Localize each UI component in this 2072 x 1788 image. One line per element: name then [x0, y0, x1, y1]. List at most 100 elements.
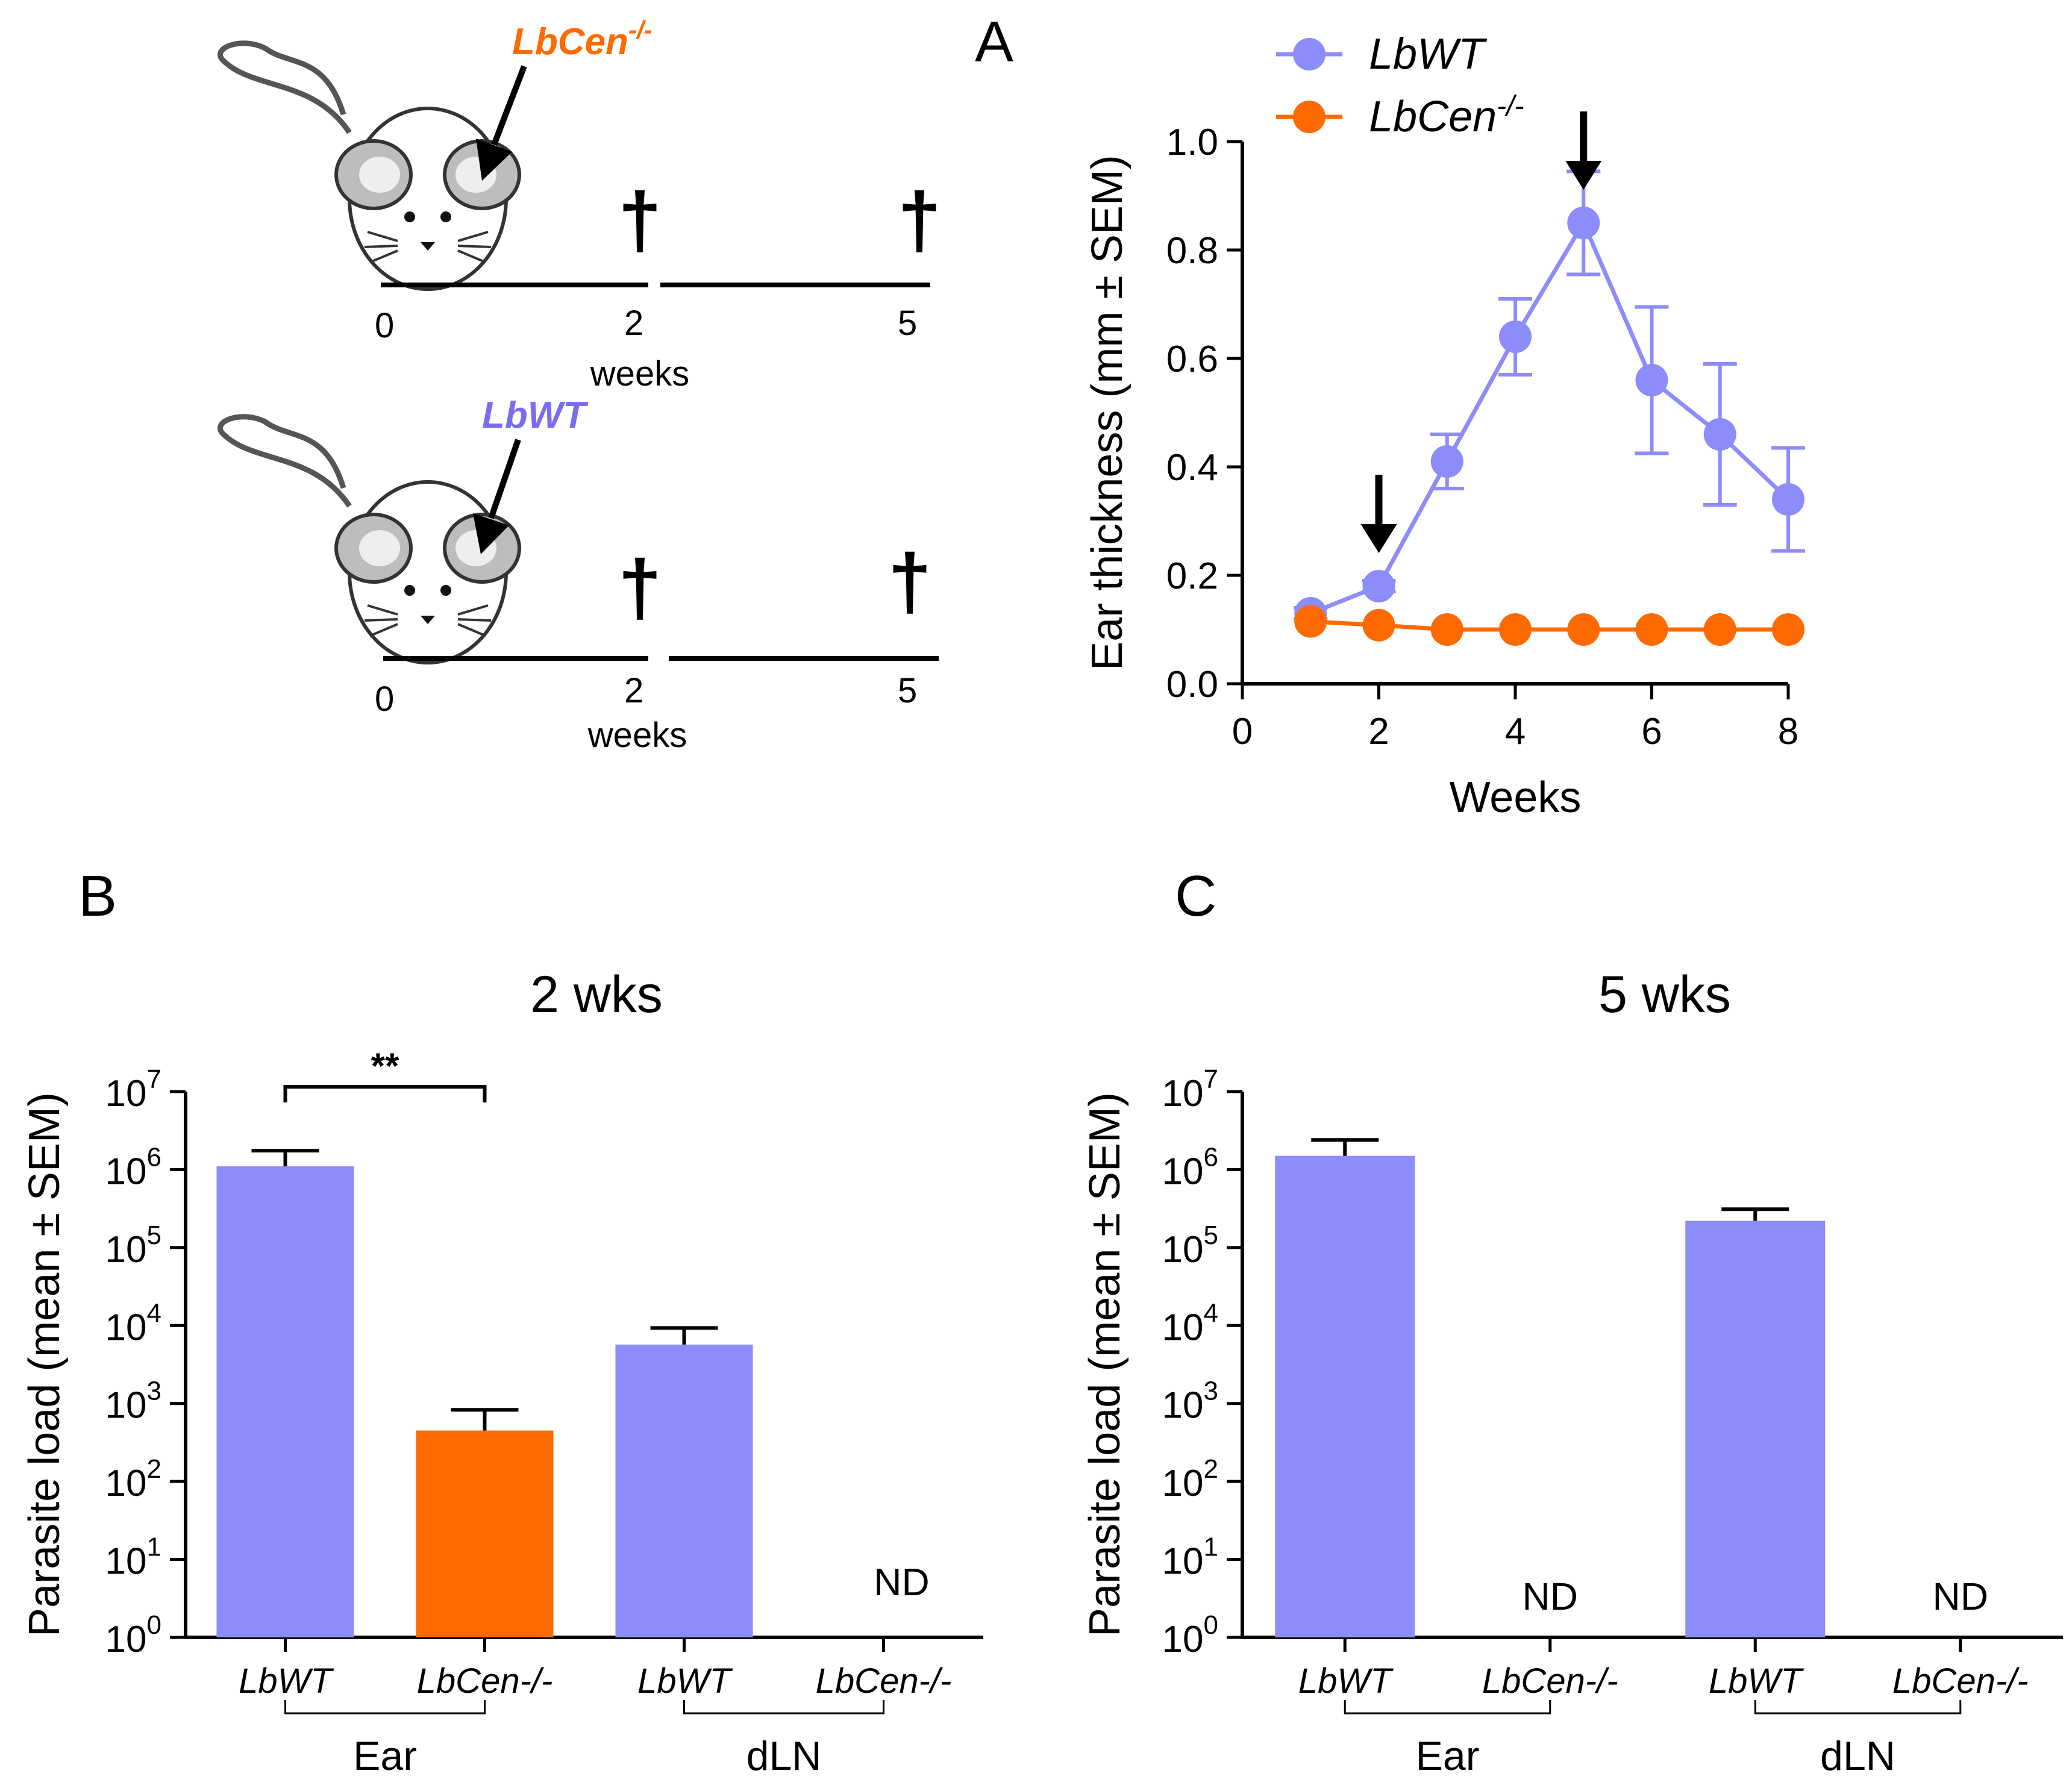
data-point [1362, 608, 1395, 642]
y-tick-label: 102 [105, 1454, 161, 1504]
chart-ear-thickness: 0.0 0.2 0.4 0.6 0.8 1.0 0 2 4 6 8 Weeks Ear thicknes… [1083, 30, 1805, 822]
y-tick-label: 105 [1162, 1221, 1218, 1271]
data-point [1499, 613, 1532, 646]
panel-c-letter: C [1175, 864, 1216, 928]
series-line [1309, 218, 1790, 616]
y-tick-label: 103 [105, 1377, 161, 1427]
y-tick-label: 103 [1162, 1377, 1218, 1427]
x-tick-label: 0 [1232, 711, 1253, 752]
y-tick-label: 101 [1162, 1533, 1218, 1583]
category-label: LbCen-/- [1482, 1661, 1618, 1701]
legend-marker [1293, 101, 1326, 133]
category-label: LbCen-/- [417, 1661, 553, 1701]
group-label: dLN [1820, 1733, 1895, 1779]
x-tick-label: 8 [1778, 711, 1798, 752]
y-tick-label: 107 [105, 1064, 161, 1114]
y-tick-label: 100 [1162, 1610, 1218, 1660]
not-detected-label: ND [1933, 1575, 1988, 1618]
data-point [1703, 613, 1736, 646]
category-label: LbCen-/- [1892, 1661, 2029, 1701]
data-point [1567, 207, 1600, 239]
timeline-unit-label: weeks [590, 354, 689, 393]
dagger-week-5: † [898, 176, 941, 264]
data-point [1294, 605, 1327, 638]
data-point [1635, 364, 1668, 396]
injection-arrow [473, 439, 521, 554]
dagger-week-2: † [618, 176, 662, 264]
timeline-unit-label: weeks [587, 716, 687, 755]
group-bracket [1754, 1700, 1962, 1715]
category-label: LbWT [637, 1661, 733, 1701]
chart-title: 5 wks [1598, 966, 1731, 1024]
data-point [1430, 613, 1463, 646]
not-detected-label: ND [874, 1560, 929, 1604]
y-tick-label: 105 [105, 1221, 161, 1271]
timeline-tick-0: 0 [375, 680, 394, 719]
data-point [1499, 320, 1532, 353]
x-tick-label: 6 [1641, 711, 1662, 752]
chart-parasite-load-2wks: 100 101 102 103 104 105 106 107 2 wks Parasite lo… [20, 966, 983, 1779]
group-bracket [284, 1700, 486, 1715]
schematic-row-wt: LbWT 0 2 5 weeks † † [218, 395, 939, 755]
category-label: LbWT [239, 1661, 334, 1701]
y-axis-title: Ear thickness (mm ± SEM) [1083, 155, 1131, 670]
bar [1685, 1221, 1826, 1637]
y-tick-label: 104 [1162, 1298, 1218, 1348]
legend-label: LbWT [1369, 30, 1488, 78]
timeline-tick-5: 5 [898, 304, 917, 343]
data-point [1772, 613, 1804, 646]
y-tick-label: 100 [105, 1610, 161, 1660]
x-tick-label: 4 [1505, 711, 1526, 752]
y-tick-label: 101 [105, 1533, 161, 1583]
x-tick-label: 2 [1368, 711, 1389, 752]
y-tick-label: 0.2 [1166, 555, 1218, 597]
bar [615, 1344, 753, 1637]
legend-marker [1293, 38, 1326, 70]
data-point [1567, 613, 1600, 646]
data-point [1703, 418, 1736, 451]
y-axis-title: Parasite load (mean ± SEM) [20, 1092, 69, 1637]
schematic-row-cen: LbCen-/- 0 2 5 weeks † † [218, 16, 941, 393]
y-tick-label: 106 [105, 1142, 161, 1192]
data-point [1635, 613, 1668, 646]
significance-label: ** [371, 1046, 399, 1086]
x-axis-title: Weeks [1450, 774, 1582, 822]
data-point [1772, 483, 1804, 516]
y-tick-label: 1.0 [1166, 122, 1218, 163]
y-axis-title: Parasite load (mean ± SEM) [1081, 1092, 1129, 1637]
y-tick-label: 0.0 [1166, 664, 1218, 705]
y-tick-label: 102 [1162, 1454, 1218, 1504]
mouse-icon [218, 414, 521, 664]
data-point [1430, 445, 1463, 478]
timepoint-arrow-head [1565, 161, 1602, 190]
category-label: LbWT [1709, 1661, 1804, 1701]
group-label: Ear [1416, 1733, 1480, 1779]
chart-parasite-load-5wks: 100 101 102 103 104 105 106 107 5 wks Parasite lo… [1081, 966, 2063, 1779]
timeline-tick-0: 0 [375, 306, 394, 345]
strain-label-cen: LbCen-/- [512, 16, 653, 63]
dagger-week-2: † [618, 543, 662, 631]
group-bracket [683, 1700, 884, 1715]
y-tick-label: 107 [1162, 1064, 1218, 1114]
not-detected-label: ND [1523, 1575, 1578, 1618]
panel-b-letter: B [78, 864, 117, 928]
y-tick-label: 0.6 [1166, 339, 1218, 380]
strain-label-wt: LbWT [482, 395, 589, 436]
injection-arrow [476, 65, 527, 181]
significance-bracket [283, 1085, 487, 1102]
category-label: LbWT [1298, 1661, 1394, 1701]
group-label: dLN [746, 1733, 822, 1779]
legend-label: LbCen-/- [1369, 90, 1524, 141]
timeline-tick-2: 2 [624, 671, 643, 710]
group-bracket [1344, 1700, 1551, 1715]
y-tick-label: 0.4 [1166, 447, 1218, 489]
timeline-tick-2: 2 [624, 304, 643, 343]
group-label: Ear [353, 1733, 417, 1779]
chart-title: 2 wks [530, 966, 663, 1024]
bar [216, 1166, 354, 1637]
bar [1275, 1155, 1415, 1637]
timeline-tick-5: 5 [898, 671, 917, 710]
dagger-week-5: † [888, 537, 931, 625]
bar [416, 1430, 554, 1637]
